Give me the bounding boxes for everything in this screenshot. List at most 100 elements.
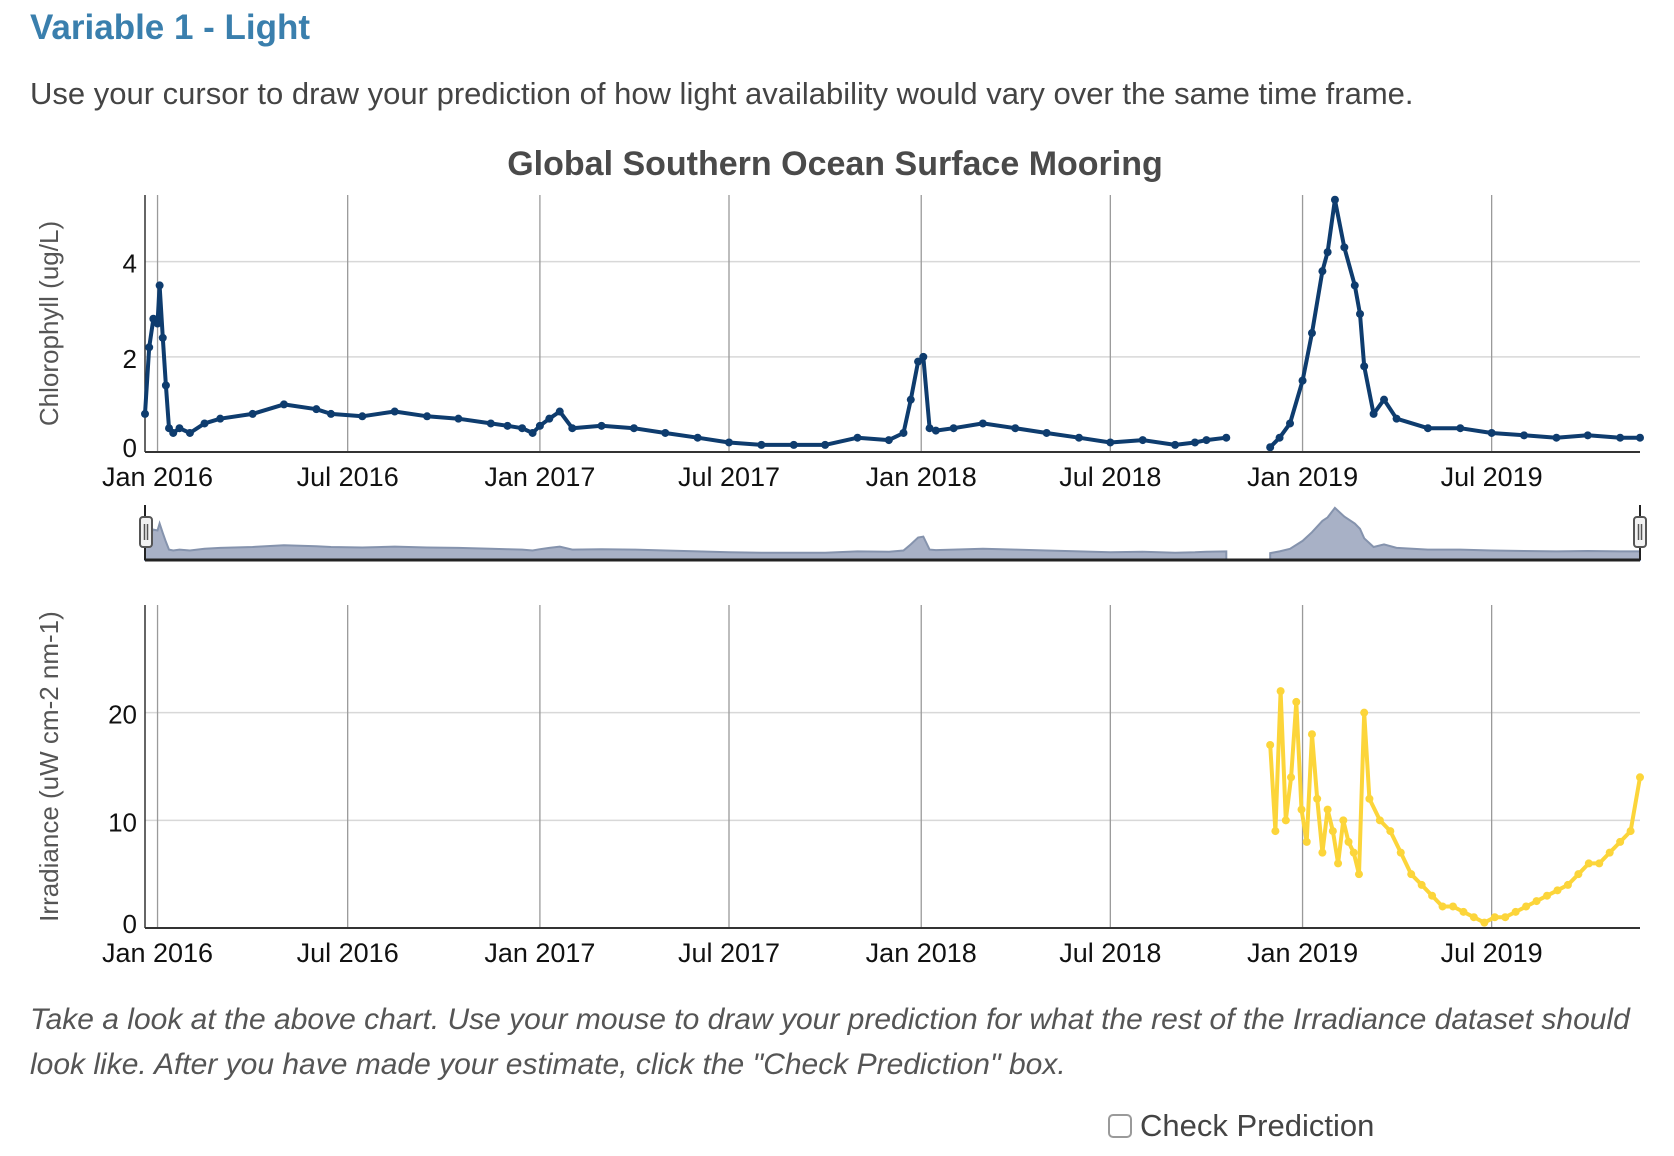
chlorophyll-data-point xyxy=(821,440,830,449)
chlorophyll-data-point xyxy=(1330,195,1339,204)
irradiance-data-point xyxy=(1574,870,1583,879)
irradiance-data-point xyxy=(1407,870,1416,879)
irradiance-data-point xyxy=(1386,827,1395,836)
irradiance-data-point xyxy=(1553,886,1562,895)
chlorophyll-data-point xyxy=(1106,438,1115,447)
mooring-chart[interactable]: Global Southern Ocean Surface Mooring 0 2 4… xyxy=(0,0,1674,990)
chlorophyll-data-point xyxy=(925,424,934,433)
chlorophyll-data-point xyxy=(1202,436,1211,445)
chlorophyll-data-point xyxy=(1171,440,1180,449)
chlorophyll-data-point xyxy=(919,352,928,361)
chlorophyll-data-point xyxy=(1011,424,1020,433)
page-heading: Variable 1 - Light xyxy=(30,8,311,47)
chlorophyll-series-line xyxy=(1268,197,1640,449)
irradiance-data-point xyxy=(1396,848,1405,857)
irradiance-data-point xyxy=(1281,816,1290,825)
chlorophyll-data-point xyxy=(914,357,923,366)
chlorophyll-data-point xyxy=(949,424,958,433)
chlorophyll-data-point xyxy=(248,409,257,418)
chlorophyll-data-point xyxy=(535,421,544,430)
irradiance-xtick-label: Jan 2019 xyxy=(1247,938,1358,968)
chlorophyll-data-point xyxy=(279,400,288,409)
chlorophyll-data-point xyxy=(169,428,178,437)
irradiance-data-point xyxy=(1266,740,1275,749)
navigator-right-handle[interactable] xyxy=(1633,516,1647,548)
irradiance-data-point xyxy=(1271,827,1280,836)
chlorophyll-data-point xyxy=(757,440,766,449)
chlorophyll-data-point xyxy=(503,421,512,430)
irradiance-data-point xyxy=(1532,897,1541,906)
chlorophyll-data-point xyxy=(1318,267,1327,276)
irradiance-data-point xyxy=(1313,794,1322,803)
irradiance-data-point xyxy=(1292,697,1301,706)
chlorophyll-data-point xyxy=(978,419,987,428)
chlorophyll-data-point xyxy=(518,424,527,433)
chlorophyll-data-point xyxy=(161,381,170,390)
chlorophyll-data-point xyxy=(185,428,194,437)
irradiance-data-point xyxy=(1375,816,1384,825)
chlorophyll-xtick-label: Jan 2019 xyxy=(1247,462,1358,492)
chlorophyll-xtick-label: Jul 2018 xyxy=(1059,462,1161,492)
irradiance-data-point xyxy=(1349,848,1358,857)
chlorophyll-data-point xyxy=(390,407,399,416)
irradiance-data-point xyxy=(1626,827,1635,836)
chlorophyll-ytick-label: 0 xyxy=(123,433,137,463)
chlorophyll-data-point xyxy=(423,412,432,421)
chlorophyll-data-point xyxy=(358,412,367,421)
chlorophyll-data-point xyxy=(1298,376,1307,385)
chlorophyll-data-point xyxy=(906,395,915,404)
chlorophyll-data-point xyxy=(1392,414,1401,423)
check-prediction-control[interactable]: Check Prediction xyxy=(1108,1108,1374,1144)
irradiance-xtick-label: Jul 2017 xyxy=(678,938,780,968)
chlorophyll-data-point xyxy=(158,333,167,342)
chlorophyll-xtick-label: Jan 2017 xyxy=(484,462,595,492)
chlorophyll-data-point xyxy=(1350,281,1359,290)
irradiance-data-point xyxy=(1480,918,1489,927)
chlorophyll-data-point xyxy=(141,409,149,418)
check-prediction-checkbox[interactable] xyxy=(1108,1114,1132,1138)
irradiance-data-point xyxy=(1302,837,1311,846)
chlorophyll-xtick-label: Jan 2016 xyxy=(102,462,213,492)
irradiance-data-point xyxy=(1360,708,1369,717)
navigator-series xyxy=(1269,506,1641,561)
chlorophyll-xtick-label: Jul 2019 xyxy=(1441,462,1543,492)
chlorophyll-xtick-label: Jul 2016 xyxy=(297,462,399,492)
irradiance-data-point xyxy=(1490,913,1499,922)
navigator-left-handle[interactable] xyxy=(139,516,153,548)
irradiance-data-point xyxy=(1438,902,1447,911)
chlorophyll-data-point xyxy=(153,319,162,328)
chlorophyll-ytick-label: 4 xyxy=(123,249,137,279)
chlorophyll-xtick-label: Jul 2017 xyxy=(678,462,780,492)
irradiance-data-point xyxy=(1287,773,1296,782)
irradiance-data-point xyxy=(1563,880,1572,889)
irradiance-data-point xyxy=(1511,907,1520,916)
navigator-series xyxy=(144,520,1228,561)
irradiance-ytick-label: 20 xyxy=(108,700,137,730)
irradiance-xtick-label: Jan 2018 xyxy=(866,938,977,968)
chlorophyll-data-point xyxy=(629,424,638,433)
chlorophyll-data-point xyxy=(1487,428,1496,437)
chlorophyll-data-point xyxy=(899,428,908,437)
chart-title: Global Southern Ocean Surface Mooring xyxy=(507,145,1163,183)
chlorophyll-data-point xyxy=(1340,243,1349,252)
chlorophyll-data-point xyxy=(326,409,335,418)
chlorophyll-xtick-label: Jan 2018 xyxy=(866,462,977,492)
irradiance-data-point xyxy=(1334,859,1343,868)
instructions-text: Use your cursor to draw your prediction … xyxy=(30,76,1414,111)
chlorophyll-data-point xyxy=(1356,309,1365,318)
irradiance-data-point xyxy=(1543,891,1552,900)
irradiance-series-line xyxy=(1268,689,1642,925)
irradiance-y-axis-label: Irradiance (uW cm-2 nm-1) xyxy=(34,611,64,922)
chlorophyll-data-point xyxy=(1552,433,1561,442)
irradiance-data-point xyxy=(1448,902,1457,911)
chlorophyll-data-point xyxy=(597,421,606,430)
chlorophyll-data-point xyxy=(1138,436,1147,445)
prediction-note: Take a look at the above chart. Use your… xyxy=(30,1003,1630,1081)
chlorophyll-data-point xyxy=(1323,248,1332,257)
irradiance-data-point xyxy=(1469,913,1478,922)
chlorophyll-data-point xyxy=(454,414,463,423)
irradiance-xtick-label: Jan 2016 xyxy=(102,938,213,968)
irradiance-ytick-label: 10 xyxy=(108,807,137,837)
irradiance-ytick-label: 0 xyxy=(123,909,137,939)
chlorophyll-data-point xyxy=(1520,431,1529,440)
